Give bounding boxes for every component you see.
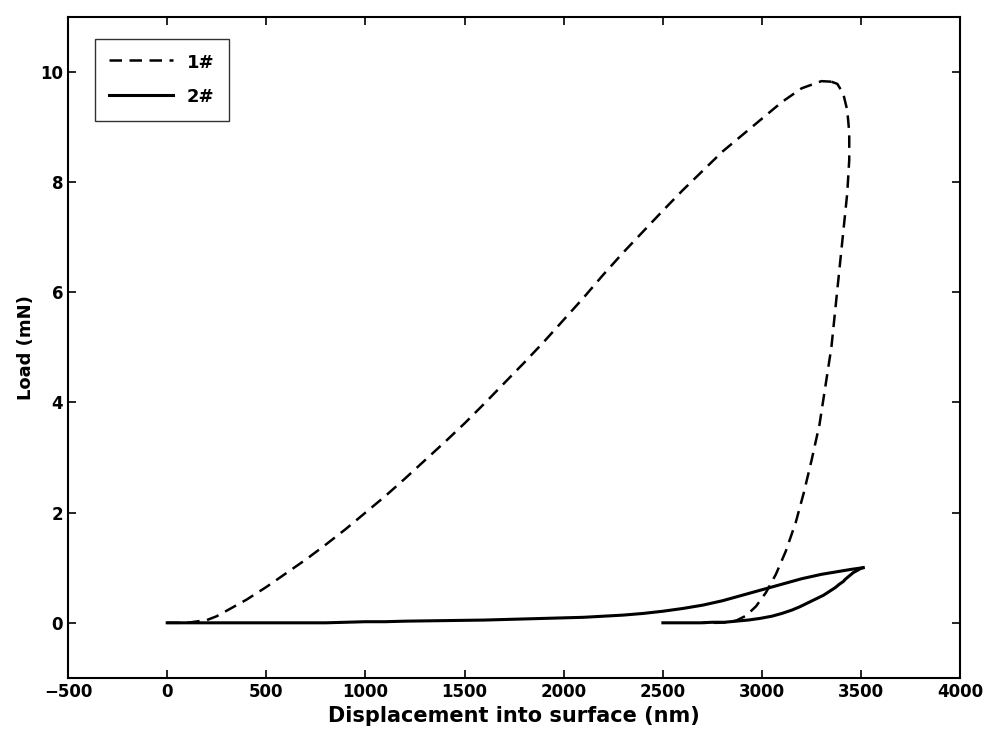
Legend: 1#, 2#: 1#, 2#: [95, 39, 229, 120]
Y-axis label: Load (mN): Load (mN): [17, 295, 35, 400]
X-axis label: Displacement into surface (nm): Displacement into surface (nm): [328, 707, 700, 727]
